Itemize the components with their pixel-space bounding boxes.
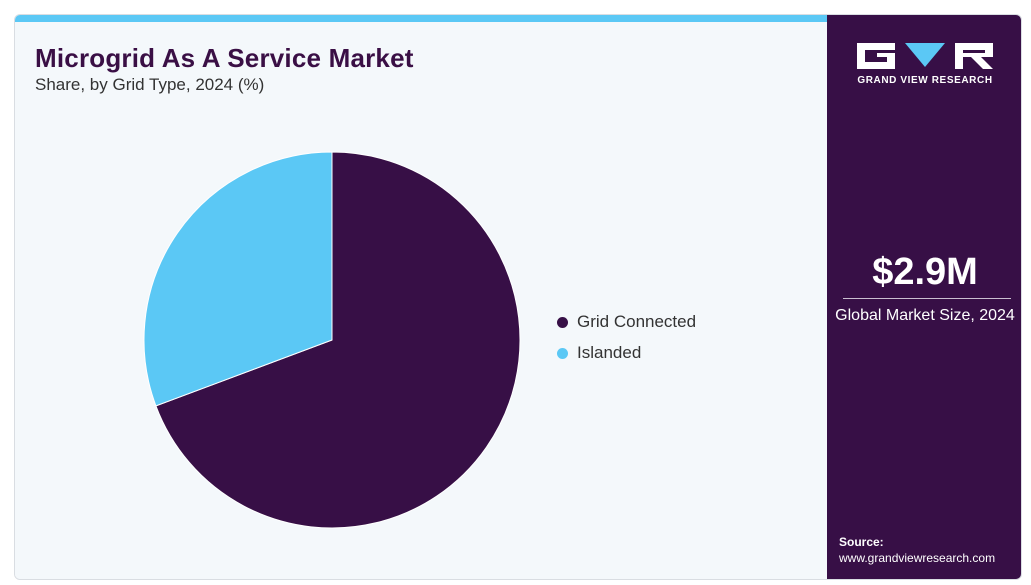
legend-dot: [557, 347, 568, 359]
chart-card: Microgrid As A Service Market Share, by …: [14, 14, 1022, 580]
source-label: Source:: [839, 535, 884, 549]
pie-chart: [143, 151, 521, 529]
top-accent-stripe: [15, 15, 827, 22]
chart-subtitle: Share, by Grid Type, 2024 (%): [35, 75, 265, 94]
grand-view-research-logo: GRAND VIEW RESEARCH: [855, 41, 995, 86]
pie-slice-islanded: [143, 151, 333, 407]
chart-panel: Microgrid As A Service Market Share, by …: [15, 15, 827, 579]
market-size-label: Global Market Size, 2024: [835, 307, 1015, 324]
legend-label: Islanded: [577, 343, 642, 362]
legend-item-grid-connected: Grid Connected: [557, 311, 696, 333]
chart-legend: Grid Connected Islanded: [557, 311, 696, 373]
logo-text: GRAND VIEW RESEARCH: [857, 75, 993, 86]
legend-item-islanded: Islanded: [557, 342, 696, 364]
pie-slice-grid-connected: [155, 151, 521, 529]
legend-label: Grid Connected: [577, 312, 697, 331]
info-sidebar: GRAND VIEW RESEARCH $2.9M Global Market …: [827, 15, 1021, 579]
legend-dot: [557, 316, 568, 328]
chart-title: Microgrid As A Service Market: [35, 43, 414, 73]
market-size-value: $2.9M: [872, 251, 978, 293]
market-size-divider: [843, 298, 1011, 299]
source-url[interactable]: www.grandviewresearch.com: [839, 551, 996, 565]
gvr-logo-icon: [857, 43, 993, 69]
